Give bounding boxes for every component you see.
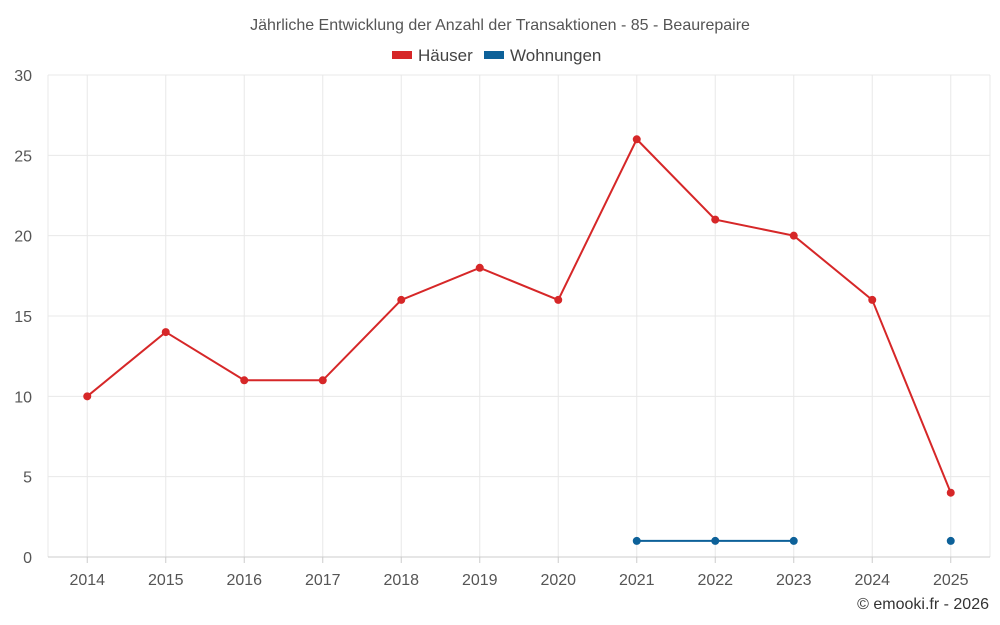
y-tick-label: 5 — [23, 470, 32, 487]
data-point-haeuser[interactable] — [789, 231, 798, 240]
x-tick-label: 2018 — [383, 572, 419, 589]
legend-label-wohnungen: Wohnungen — [510, 46, 601, 65]
chart-title: Jährliche Entwicklung der Anzahl der Tra… — [250, 17, 750, 34]
x-tick-label: 2023 — [776, 572, 812, 589]
copyright-credit: © emooki.fr - 2026 — [857, 596, 989, 613]
y-tick-label: 30 — [14, 68, 32, 85]
data-point-haeuser[interactable] — [868, 295, 877, 304]
x-tick-label: 2025 — [933, 572, 969, 589]
x-tick-label: 2014 — [69, 572, 105, 589]
data-point-wohnungen[interactable] — [789, 536, 798, 545]
data-point-haeuser[interactable] — [711, 215, 720, 224]
data-point-wohnungen[interactable] — [946, 536, 955, 545]
y-tick-label: 15 — [14, 309, 32, 326]
data-point-haeuser[interactable] — [161, 328, 170, 337]
data-point-haeuser[interactable] — [475, 263, 484, 272]
legend: Häuser Wohnungen — [392, 46, 601, 65]
legend-item-wohnungen[interactable]: Wohnungen — [484, 46, 601, 65]
series-line-haeuser — [86, 137, 952, 494]
legend-label-haeuser: Häuser — [418, 46, 473, 65]
x-tick-label: 2015 — [148, 572, 184, 589]
data-point-haeuser[interactable] — [397, 295, 406, 304]
grid — [47, 74, 991, 557]
y-tick-label: 25 — [14, 148, 32, 165]
x-tick-label: 2017 — [305, 572, 341, 589]
x-tick-label: 2019 — [462, 572, 498, 589]
y-tick-label: 20 — [14, 229, 32, 246]
legend-swatch-haeuser — [392, 51, 412, 59]
data-point-haeuser[interactable] — [554, 295, 563, 304]
data-point-haeuser[interactable] — [632, 135, 641, 144]
x-tick-label: 2024 — [854, 572, 890, 589]
x-tick-label: 2016 — [226, 572, 262, 589]
data-point-haeuser[interactable] — [83, 392, 92, 401]
x-tick-label: 2022 — [697, 572, 733, 589]
y-tick-label: 10 — [14, 389, 32, 406]
y-tick-label: 0 — [23, 550, 32, 567]
data-point-haeuser[interactable] — [240, 376, 249, 385]
legend-swatch-wohnungen — [484, 51, 504, 59]
series — [83, 135, 955, 545]
x-tick-label: 2021 — [619, 572, 655, 589]
data-point-wohnungen[interactable] — [632, 536, 641, 545]
data-point-haeuser[interactable] — [946, 488, 955, 497]
x-tick-label: 2020 — [540, 572, 576, 589]
data-point-haeuser[interactable] — [318, 376, 327, 385]
data-point-wohnungen[interactable] — [711, 536, 720, 545]
legend-item-haeuser[interactable]: Häuser — [392, 46, 473, 65]
